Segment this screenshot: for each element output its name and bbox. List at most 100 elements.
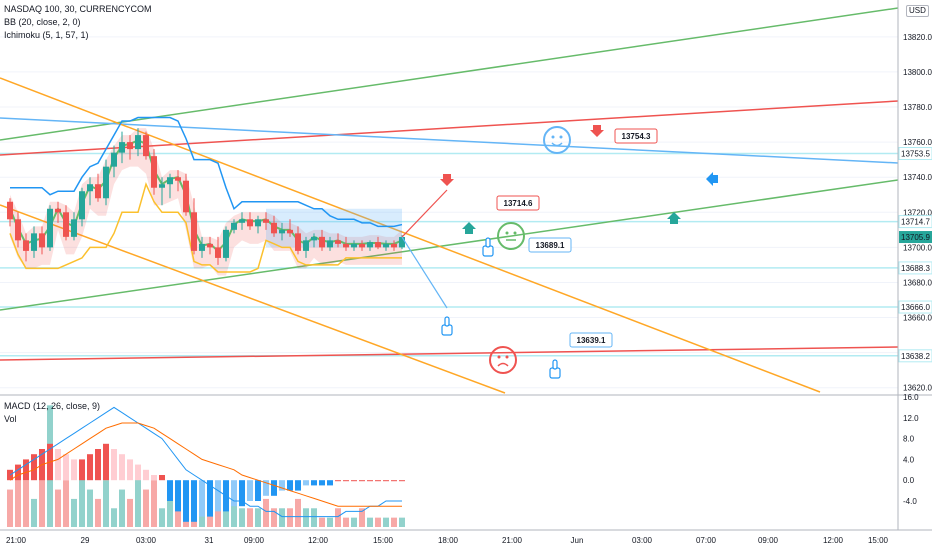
candle-body <box>31 233 37 251</box>
vol-legend[interactable]: Vol <box>4 414 17 424</box>
hand-pointer-icon <box>549 359 561 379</box>
sad-face-icon <box>489 346 517 374</box>
macd-histogram-bar <box>383 480 389 482</box>
volume-bar <box>111 508 117 527</box>
volume-bar <box>55 489 61 527</box>
volume-bar <box>311 508 317 527</box>
volume-bar <box>391 517 397 527</box>
currency-badge[interactable]: USD <box>906 5 929 17</box>
volume-bar <box>367 517 373 527</box>
ichimoku-legend[interactable]: Ichimoku (5, 1, 57, 1) <box>4 30 89 40</box>
volume-bar <box>303 508 309 527</box>
face-eye <box>505 355 509 359</box>
macd-histogram-bar <box>175 480 181 512</box>
candle-body <box>303 240 309 251</box>
trend-line <box>0 77 821 393</box>
volume-bar <box>15 470 21 527</box>
macd-histogram-bar <box>119 454 125 481</box>
price-axes: 13820.0 13800.0 13780.0 13760.0 13740.0 13720… <box>897 0 932 530</box>
price-annotation: 13689.1 <box>528 237 572 253</box>
level-price-tag <box>898 215 932 229</box>
macd-pane <box>7 405 405 527</box>
candle-body <box>111 152 117 167</box>
last-price-label: 13705.9 <box>901 233 930 242</box>
candle-body <box>295 233 301 251</box>
macd-histogram-bar <box>231 480 237 507</box>
face-outline <box>543 126 571 154</box>
trend-line <box>0 100 899 156</box>
symbol-title[interactable]: NASDAQ 100, 30, CURRENCYCOM <box>4 4 152 14</box>
candle-body <box>159 184 165 188</box>
volume-bar <box>399 517 405 527</box>
projection-down-arrow <box>401 236 448 309</box>
candle-body <box>71 219 77 237</box>
volume-bar <box>327 517 333 527</box>
macd-legend[interactable]: MACD (12, 26, close, 9) <box>4 401 101 411</box>
price-tick-label: 13620.0 <box>903 384 932 393</box>
last-price-tag <box>899 231 932 244</box>
volume-bar <box>319 517 325 527</box>
price-annotation: 13754.3 <box>614 128 658 144</box>
time-tick-label: 09:00 <box>758 536 779 545</box>
time-tick-label: 07:00 <box>696 536 717 545</box>
candle-body <box>95 184 101 199</box>
arrow-marker-icon <box>590 125 604 137</box>
annotation-text: 13754.3 <box>622 132 651 141</box>
hand-finger <box>485 237 491 248</box>
macd-histogram-bar <box>327 480 333 486</box>
time-tick-label: 31 <box>205 536 214 545</box>
time-tick-label: 18:00 <box>438 536 459 545</box>
trend-line <box>0 117 899 164</box>
volume-bar <box>151 480 157 527</box>
time-tick-label: 03:00 <box>632 536 653 545</box>
macd-tick-label: 0.0 <box>903 476 915 485</box>
candle-body <box>367 242 373 248</box>
candle-body <box>327 240 333 248</box>
macd-tick-label: 8.0 <box>903 435 915 444</box>
candle-body <box>287 229 293 234</box>
face-eye <box>497 355 501 359</box>
price-tick-label: 13680.0 <box>903 278 932 287</box>
candle-body <box>47 208 53 248</box>
macd-histogram-bar <box>255 480 261 501</box>
candle-body <box>319 236 325 248</box>
annotation-box <box>614 128 658 144</box>
trend-line <box>0 346 899 361</box>
face-eye <box>513 231 517 235</box>
time-tick-label: 12:00 <box>308 536 329 545</box>
face-outline <box>497 222 525 250</box>
price-tick-label: 13820.0 <box>903 33 932 42</box>
macd-line <box>9 406 402 518</box>
macd-histogram-bar <box>15 464 21 481</box>
candle-body <box>231 222 237 230</box>
bb-legend[interactable]: BB (20, close, 2, 0) <box>4 17 81 27</box>
time-tick-label: 15:00 <box>373 536 394 545</box>
volume-bar <box>351 517 357 527</box>
volume-bar <box>143 489 149 527</box>
candle-body <box>63 212 69 237</box>
macd-histogram-bar <box>271 480 277 496</box>
level-price-label: 13688.3 <box>901 264 930 273</box>
macd-histogram-bar <box>311 480 317 486</box>
candle-body <box>311 236 317 241</box>
candle-body <box>119 142 125 153</box>
volume-bar <box>119 489 125 527</box>
macd-histogram-bar <box>183 480 189 522</box>
candle-body <box>383 243 389 248</box>
annotation-box <box>528 237 572 253</box>
candle-body <box>247 219 253 227</box>
face-outline <box>489 346 517 374</box>
candle-body <box>399 237 405 248</box>
volume-bar <box>87 489 93 527</box>
level-price-tag <box>898 147 932 161</box>
volume-bar <box>335 508 341 527</box>
time-tick-label: Jun <box>571 536 584 545</box>
bb-upper-line <box>10 116 403 228</box>
time-tick-label: 09:00 <box>244 536 265 545</box>
volume-bar <box>7 489 13 527</box>
macd-histogram-bar <box>31 454 37 481</box>
candle-body <box>79 191 85 220</box>
price-tick-label: 13760.0 <box>903 138 932 147</box>
macd-tick-label: 4.0 <box>903 455 915 464</box>
